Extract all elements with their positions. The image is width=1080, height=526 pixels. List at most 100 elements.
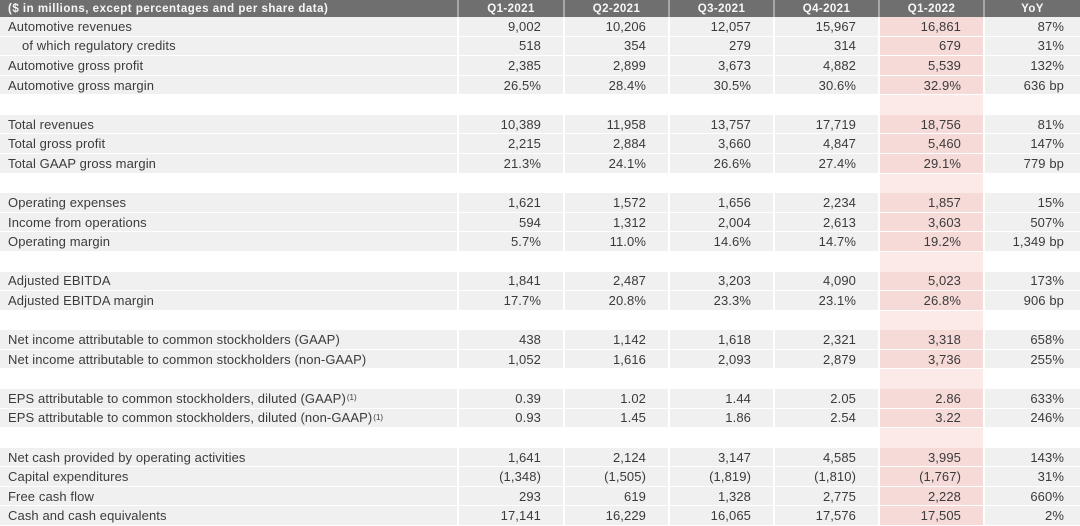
table-row: Net income attributable to common stockh… <box>0 330 1080 350</box>
row-label: Capital expenditures <box>0 467 457 486</box>
row-label: EPS attributable to common stockholders,… <box>0 389 457 408</box>
cell-yoy: 87% <box>983 17 1080 36</box>
cell-q2-2021: 20.8% <box>563 291 668 310</box>
row-label-text: Capital expenditures <box>8 469 129 485</box>
row-label: Cash and cash equivalents <box>0 506 457 525</box>
table-row: EPS attributable to common stockholders,… <box>0 408 1080 429</box>
cell-q4-2021: 14.7% <box>773 232 878 251</box>
row-label-text: Adjusted EBITDA margin <box>8 292 154 308</box>
cell-q4-2021: (1,810) <box>773 467 878 486</box>
cell-q1-2021: 1,052 <box>457 349 563 369</box>
cell-q2-2021: 11.0% <box>563 232 668 251</box>
cell-q2-2021: 2,899 <box>563 56 668 75</box>
cell-q1-2022: 5,539 <box>878 56 983 75</box>
spacer-highlight-column <box>878 95 983 115</box>
row-label: Net income attributable to common stockh… <box>0 330 457 349</box>
cell-q1-2022: 19.2% <box>878 232 983 251</box>
row-label-text: Net cash provided by operating activitie… <box>8 449 246 465</box>
cell-q2-2021: 2,884 <box>563 134 668 154</box>
cell-q2-2021: 1.02 <box>563 388 668 408</box>
cell-q2-2021: (1,505) <box>563 467 668 486</box>
row-label-text: Operating expenses <box>8 194 127 210</box>
spacer-right <box>983 95 1080 115</box>
row-label-text: Operating margin <box>8 234 111 250</box>
cell-q4-2021: 2,879 <box>773 349 878 369</box>
row-label-text: Automotive revenues <box>8 18 133 34</box>
cell-q1-2021: (1,348) <box>457 467 563 486</box>
cell-q1-2021: 594 <box>457 212 563 232</box>
header-q4-2021: Q4-2021 <box>773 0 878 17</box>
row-label: Automotive gross profit <box>0 56 457 75</box>
header-q3-2021: Q3-2021 <box>668 0 773 17</box>
cell-q4-2021: 15,967 <box>773 17 878 36</box>
row-label-text: Automotive gross margin <box>8 77 155 93</box>
cell-q2-2021: 1,312 <box>563 212 668 232</box>
spacer-right <box>983 369 1080 389</box>
cell-q2-2021: 2,487 <box>563 271 668 291</box>
header-q2-2021: Q2-2021 <box>563 0 668 17</box>
cell-q1-2021: 17,141 <box>457 506 563 526</box>
cell-q1-2022: 2,228 <box>878 486 983 506</box>
footnote-marker: (1) <box>346 393 357 403</box>
cell-q4-2021: 2,321 <box>773 330 878 349</box>
spacer-highlight-column <box>878 173 983 194</box>
group-spacer <box>0 95 1080 115</box>
row-label: Total gross profit <box>0 134 457 153</box>
row-label: Net cash provided by operating activitie… <box>0 448 457 467</box>
cell-q1-2021: 1,621 <box>457 193 563 212</box>
cell-q2-2021: 619 <box>563 486 668 506</box>
cell-q1-2022: 5,460 <box>878 134 983 154</box>
row-label-text: Automotive gross profit <box>8 57 144 73</box>
cell-q3-2021: 12,057 <box>668 17 773 36</box>
cell-yoy: 81% <box>983 114 1080 134</box>
cell-q1-2022: 32.9% <box>878 75 983 95</box>
cell-q1-2022: 26.8% <box>878 291 983 310</box>
cell-q1-2022: 17,505 <box>878 506 983 526</box>
cell-q1-2021: 0.93 <box>457 408 563 428</box>
spacer-right <box>983 428 1080 448</box>
row-label: EPS attributable to common stockholders,… <box>0 409 457 428</box>
table-row: Adjusted EBITDA margin 17.7% 20.8% 23.3% 23.… <box>0 291 1080 311</box>
row-label-text: EPS attributable to common stockholders,… <box>8 390 346 406</box>
cell-q1-2021: 10,389 <box>457 114 563 134</box>
table-body: Automotive revenues 9,002 10,206 12,057 15,9… <box>0 17 1080 526</box>
cell-q3-2021: 1.86 <box>668 408 773 428</box>
table-row: Net cash provided by operating activitie… <box>0 447 1080 468</box>
row-label-text: Net income attributable to common stockh… <box>8 332 340 348</box>
spacer-highlight-column <box>878 428 983 448</box>
cell-q3-2021: 13,757 <box>668 114 773 134</box>
header-q1-2021: Q1-2021 <box>457 0 563 17</box>
cell-q2-2021: 2,124 <box>563 447 668 467</box>
row-label-text: Income from operations <box>8 214 147 230</box>
cell-q3-2021: 279 <box>668 36 773 56</box>
spacer-right <box>983 311 1080 331</box>
cell-q2-2021: 28.4% <box>563 75 668 95</box>
cell-q1-2022: 16,861 <box>878 17 983 36</box>
cell-q4-2021: 2.05 <box>773 388 878 408</box>
cell-q2-2021: 10,206 <box>563 17 668 36</box>
row-label: Operating expenses <box>0 193 457 212</box>
spacer-left <box>0 311 878 331</box>
table-row: Total revenues 10,389 11,958 13,757 17,719 18… <box>0 114 1080 135</box>
cell-q4-2021: 4,585 <box>773 447 878 467</box>
cell-q1-2021: 293 <box>457 486 563 506</box>
cell-yoy: 246% <box>983 408 1080 428</box>
row-label-text: Net income attributable to common stockh… <box>8 351 367 367</box>
cell-q2-2021: 1.45 <box>563 408 668 428</box>
group-spacer <box>0 310 1080 331</box>
cell-q1-2021: 438 <box>457 330 563 349</box>
cell-yoy: 132% <box>983 56 1080 75</box>
table-row: Operating margin 5.7% 11.0% 14.6% 14.7% 19.2%… <box>0 232 1080 252</box>
cell-q3-2021: 3,203 <box>668 271 773 291</box>
cell-yoy: 31% <box>983 467 1080 486</box>
cell-q1-2021: 21.3% <box>457 154 563 173</box>
cell-q3-2021: 1,618 <box>668 330 773 349</box>
row-label-text: EPS attributable to common stockholders,… <box>8 410 373 426</box>
cell-q1-2022: 3.22 <box>878 408 983 428</box>
row-label-text: Adjusted EBITDA <box>8 273 111 289</box>
cell-q4-2021: 2,234 <box>773 193 878 212</box>
row-label-text: of which regulatory credits <box>22 38 176 54</box>
table-row: Automotive revenues 9,002 10,206 12,057 15,9… <box>0 17 1080 37</box>
table-row: EPS attributable to common stockholders,… <box>0 388 1080 409</box>
cell-q3-2021: 1.44 <box>668 388 773 408</box>
